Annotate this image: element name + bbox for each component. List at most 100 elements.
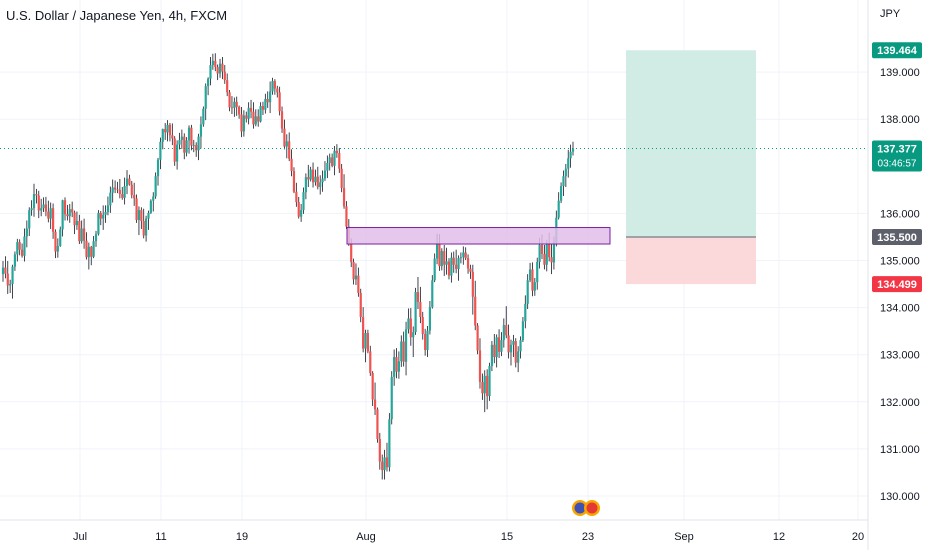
candle-body	[519, 340, 522, 352]
candle-body	[562, 176, 565, 187]
target-price-tag-label: 139.464	[877, 45, 918, 57]
candle-body	[111, 187, 114, 193]
candle-body	[11, 266, 14, 285]
candle-body	[295, 191, 298, 203]
candle-body	[526, 280, 529, 304]
candle-body	[414, 292, 417, 333]
candle-body	[73, 212, 76, 226]
candle-body	[118, 189, 121, 195]
candle-body	[252, 111, 255, 125]
candle-body	[409, 318, 412, 338]
candle-body	[323, 170, 327, 179]
candle-body	[28, 210, 31, 229]
candle-body	[502, 325, 505, 341]
candle-body	[478, 350, 482, 383]
candle-body	[37, 195, 40, 211]
candle-body	[85, 240, 88, 258]
candle-body	[171, 135, 174, 139]
candle-body	[211, 60, 214, 66]
candle-body	[457, 258, 460, 269]
candle-body	[512, 341, 515, 345]
candle-body	[185, 140, 188, 153]
candle-body	[359, 292, 362, 318]
candle-body	[421, 317, 424, 334]
candle-body	[218, 63, 222, 74]
candle-body	[557, 200, 560, 218]
candle-body	[68, 209, 71, 217]
candle-body	[209, 65, 212, 79]
event-icon-inner-2	[586, 502, 598, 514]
candle-body	[35, 194, 38, 196]
candle-body	[40, 208, 43, 211]
candle-body	[92, 241, 95, 257]
candle-body	[271, 81, 274, 92]
candle-body	[335, 150, 338, 154]
candle-body	[228, 92, 231, 108]
candle-body	[450, 257, 453, 276]
candle-body	[142, 220, 145, 236]
candle-body	[257, 116, 260, 122]
candle-body	[297, 202, 300, 217]
candle-body	[300, 210, 303, 217]
candle-body	[159, 141, 162, 160]
candle-body	[221, 63, 224, 72]
candle-body	[71, 209, 74, 213]
x-tick-label: 11	[155, 531, 166, 543]
candle-body	[242, 115, 245, 132]
candle-body	[309, 169, 312, 180]
candle-body	[113, 187, 117, 190]
candle-body	[404, 329, 408, 362]
candle-body	[80, 228, 83, 242]
candle-body	[4, 267, 7, 274]
candle-body	[443, 251, 446, 265]
event-icons	[572, 500, 600, 516]
current-price-tag-bg	[872, 140, 922, 172]
candle-body	[388, 419, 391, 468]
candle-body	[550, 257, 553, 263]
candle-body	[507, 335, 510, 353]
candle-body	[195, 145, 198, 151]
y-tick-label: 136.000	[880, 208, 920, 220]
candle-body	[87, 246, 90, 258]
candle-body	[302, 192, 305, 211]
candle-body	[197, 136, 200, 151]
entry-price-tag-bg	[872, 228, 922, 245]
candle-body	[426, 330, 429, 350]
candle-body	[240, 114, 243, 132]
candle-body	[180, 136, 183, 140]
candle-body	[32, 194, 36, 209]
candle-body	[500, 340, 503, 352]
candle-body	[474, 296, 477, 326]
candle-body	[407, 318, 410, 330]
candle-body	[352, 261, 355, 280]
candle-body	[340, 168, 343, 188]
candle-body	[483, 375, 486, 394]
candle-body	[433, 258, 436, 281]
candle-body	[187, 127, 191, 141]
countdown-label: 03:46:57	[878, 159, 917, 170]
stop-price-tag-label: 134.499	[877, 279, 917, 291]
x-tick-label: Aug	[356, 531, 376, 543]
candle-body	[99, 212, 102, 219]
candle-body	[419, 301, 422, 318]
event-icon-inner-1	[574, 502, 586, 514]
candle-body	[178, 139, 181, 145]
candle-body	[168, 124, 172, 136]
profit-zone	[626, 50, 756, 237]
candle-body	[202, 108, 205, 125]
overlays	[0, 148, 868, 516]
candle-body	[328, 157, 331, 164]
candle-body	[233, 101, 236, 108]
y-tick-label: 130.000	[880, 491, 920, 503]
candle-body	[345, 206, 348, 227]
candle-body	[78, 220, 81, 242]
candle-body	[292, 171, 296, 192]
candle-body	[176, 144, 179, 162]
candle-body	[524, 303, 527, 322]
candle-body	[49, 208, 52, 219]
candle-body	[183, 136, 186, 153]
candle-body	[133, 195, 136, 199]
x-tick-label: 19	[236, 531, 248, 543]
loss-zone	[626, 236, 756, 285]
